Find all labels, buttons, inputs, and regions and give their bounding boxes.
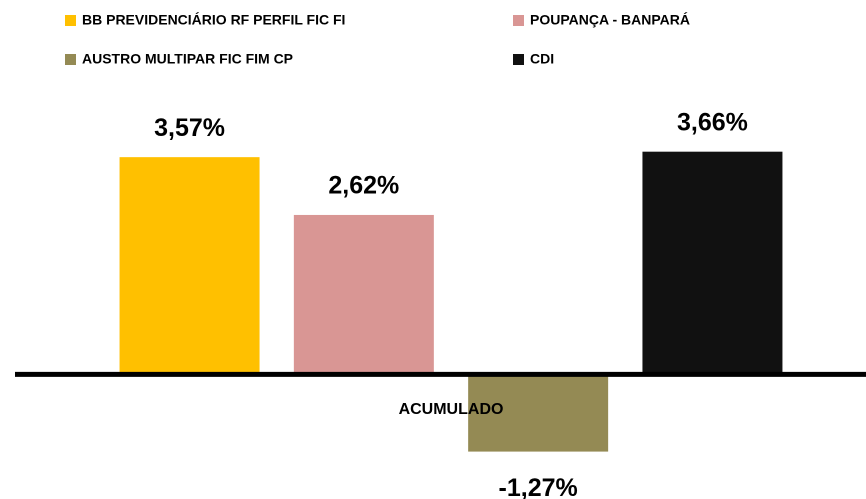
legend-swatch	[513, 15, 524, 26]
data-label: 3,66%	[677, 108, 748, 136]
legend-label: CDI	[530, 51, 554, 67]
legend-label: POUPANÇA - BANPARÁ	[530, 12, 690, 28]
legend-label: AUSTRO MULTIPAR FIC FIM CP	[82, 51, 293, 67]
bar	[293, 214, 434, 375]
legend-swatch	[65, 54, 76, 65]
bar	[119, 157, 260, 375]
data-label: -1,27%	[499, 474, 578, 499]
legend-label: BB PREVIDENCIÁRIO RF PERFIL FIC FI	[82, 12, 345, 28]
legend-swatch	[513, 54, 524, 65]
legend-swatch	[65, 15, 76, 26]
data-label: 3,57%	[154, 114, 225, 142]
bar	[468, 374, 609, 452]
data-label: 2,62%	[328, 172, 399, 200]
bar	[642, 151, 783, 375]
x-tick-label: ACUMULADO	[399, 401, 504, 418]
